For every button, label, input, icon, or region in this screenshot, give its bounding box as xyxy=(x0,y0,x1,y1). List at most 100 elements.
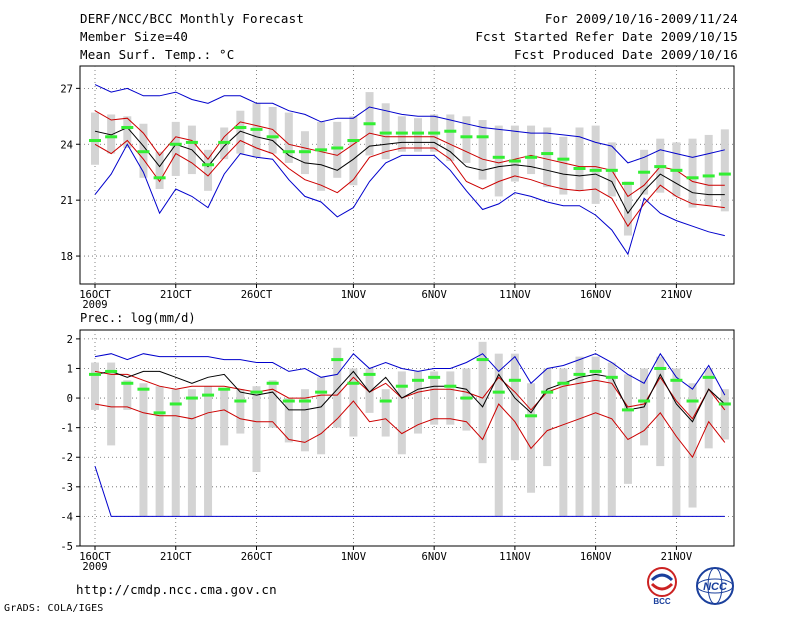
prec-median-marker xyxy=(347,381,360,385)
prec-xtick-label: 11NOV xyxy=(499,551,531,563)
temp-member-range-bar xyxy=(155,151,164,189)
prec-median-marker xyxy=(315,390,328,394)
temp-median-marker xyxy=(654,165,667,169)
source-url[interactable]: http://cmdp.ncc.cma.gov.cn xyxy=(76,582,277,597)
temp-median-marker xyxy=(379,131,392,135)
temp-median-marker xyxy=(525,155,538,159)
prec-member-range-bar xyxy=(107,362,116,446)
temp-member-range-bar xyxy=(349,116,358,186)
prec-xtick-label: 6NOV xyxy=(422,551,448,563)
prec-median-marker xyxy=(508,378,521,382)
prec-ytick-label: -3 xyxy=(60,482,73,494)
member-size-label: Member Size=40 xyxy=(80,29,189,44)
temp-median-marker xyxy=(121,125,134,129)
temp-series-min xyxy=(94,143,725,256)
prec-median-marker xyxy=(460,396,473,400)
temp-median-marker xyxy=(718,172,731,176)
prec-median-marker xyxy=(282,399,295,403)
temp-median-marker xyxy=(460,135,473,139)
temp-median-marker xyxy=(363,122,376,126)
bcc-logo: BCC xyxy=(647,567,677,606)
temp-median-marker xyxy=(298,150,311,154)
temp-median-marker xyxy=(331,146,344,150)
prec-xtick-label: 1NOV xyxy=(341,551,367,563)
prec-median-marker xyxy=(202,393,215,397)
prec-median-marker xyxy=(298,399,311,403)
prec-member-range-bar xyxy=(171,389,180,517)
prec-member-range-bar xyxy=(252,386,261,473)
temp-member-range-bar xyxy=(704,134,713,206)
prec-member-range-bar xyxy=(527,383,536,493)
temp-member-range-bar xyxy=(720,129,729,212)
prec-xtick-label: 16OCT xyxy=(79,551,111,563)
prec-member-range-bar xyxy=(300,389,309,452)
chart-title: DERF/NCC/BCC Monthly Forecast xyxy=(80,11,305,26)
temp-median-marker xyxy=(428,131,441,135)
prec-median-marker xyxy=(169,402,182,406)
temp-xtick-label: 16OCT xyxy=(79,289,111,301)
prec-member-range-bar xyxy=(204,386,213,517)
prec-median-marker xyxy=(541,390,554,394)
prec-member-range-bar xyxy=(187,389,196,517)
prec-median-marker xyxy=(670,378,683,382)
prec-member-range-bar xyxy=(236,389,245,434)
prec-median-marker xyxy=(638,399,651,403)
prec-member-range-bar xyxy=(220,389,229,446)
prec-member-range-bar xyxy=(688,383,697,508)
svg-text:BCC: BCC xyxy=(653,597,671,606)
temp-member-range-bar xyxy=(236,110,245,154)
temp-member-range-bar xyxy=(107,114,116,154)
temp-member-range-bar xyxy=(171,121,180,176)
prec-median-marker xyxy=(234,399,247,403)
temp-xtick-label: 21NOV xyxy=(661,289,693,301)
temp-median-marker xyxy=(638,170,651,174)
prec-xtick-label: 21NOV xyxy=(661,551,693,563)
temp-member-range-bar xyxy=(575,127,584,191)
prec-member-range-bar xyxy=(155,386,164,517)
temp-member-range-bar xyxy=(204,149,213,191)
prec-member-range-bar xyxy=(656,356,665,467)
institution-logos: BCC NCC xyxy=(647,567,734,606)
temp-median-marker xyxy=(444,129,457,133)
temp-member-range-bar xyxy=(688,138,697,208)
prec-median-marker xyxy=(412,378,424,382)
prec-member-range-bar xyxy=(397,371,406,455)
temp-plot-frame xyxy=(79,65,735,285)
variable-label: Mean Surf. Temp.: °C xyxy=(80,47,235,62)
temp-median-marker xyxy=(476,135,489,139)
temp-member-range-bar xyxy=(478,120,487,180)
prec-median-marker xyxy=(137,387,150,391)
prec-median-marker xyxy=(250,390,263,394)
prec-median-marker xyxy=(476,358,489,362)
temp-median-marker xyxy=(137,150,150,154)
temp-median-marker xyxy=(266,135,279,139)
prec-member-range-bar xyxy=(430,371,439,425)
prec-median-marker xyxy=(702,375,715,379)
prec-member-range-bar xyxy=(381,389,390,437)
prec-median-marker xyxy=(621,408,634,412)
temp-member-range-bar xyxy=(91,112,99,165)
temp-median-marker xyxy=(702,174,715,178)
precip-panel-title: Prec.: log(mm/d) xyxy=(80,311,196,325)
temp-ytick-label: 18 xyxy=(60,251,73,263)
temp-member-range-bar xyxy=(591,125,600,204)
prec-median-marker xyxy=(444,384,457,388)
temp-series-mean xyxy=(94,126,725,215)
prec-member-range-bar xyxy=(559,368,568,517)
temp-median-marker xyxy=(508,159,521,163)
temp-member-range-bar xyxy=(268,106,277,154)
prec-member-range-bar xyxy=(607,362,616,517)
prec-median-marker xyxy=(331,358,344,362)
prec-median-marker xyxy=(654,366,667,370)
prec-series-upper-90 xyxy=(94,370,726,420)
ncc-logo: NCC xyxy=(696,567,734,605)
temp-xtick-label: 1NOV xyxy=(341,289,367,301)
prec-median-marker xyxy=(589,369,602,373)
prec-median-marker xyxy=(89,372,101,376)
temp-median-marker xyxy=(670,168,683,172)
temp-series-upper-90 xyxy=(94,110,725,198)
prec-median-marker xyxy=(379,399,392,403)
prec-member-range-bar xyxy=(494,353,503,517)
temp-member-range-bar xyxy=(284,112,293,163)
